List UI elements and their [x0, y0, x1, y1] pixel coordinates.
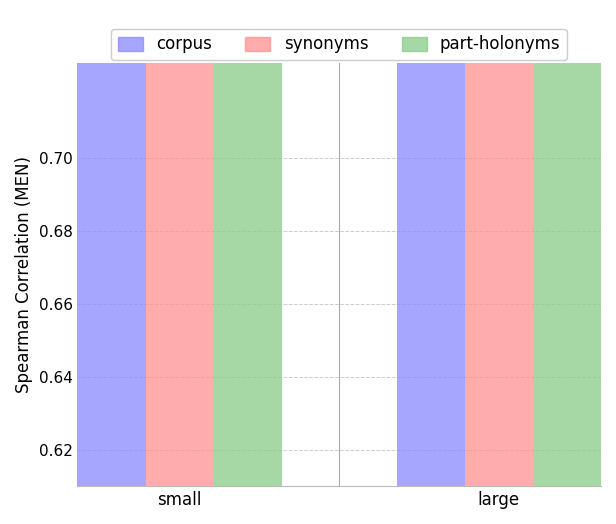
Bar — [397, 0, 465, 486]
Bar — [145, 0, 214, 486]
Legend: corpus, synonyms, part-holonyms: corpus, synonyms, part-holonyms — [111, 29, 567, 60]
Bar — [533, 0, 601, 486]
Y-axis label: Spearman Correlation (MEN): Spearman Correlation (MEN) — [15, 156, 33, 393]
Bar — [78, 0, 145, 486]
Bar — [214, 0, 282, 486]
Bar — [465, 0, 533, 486]
